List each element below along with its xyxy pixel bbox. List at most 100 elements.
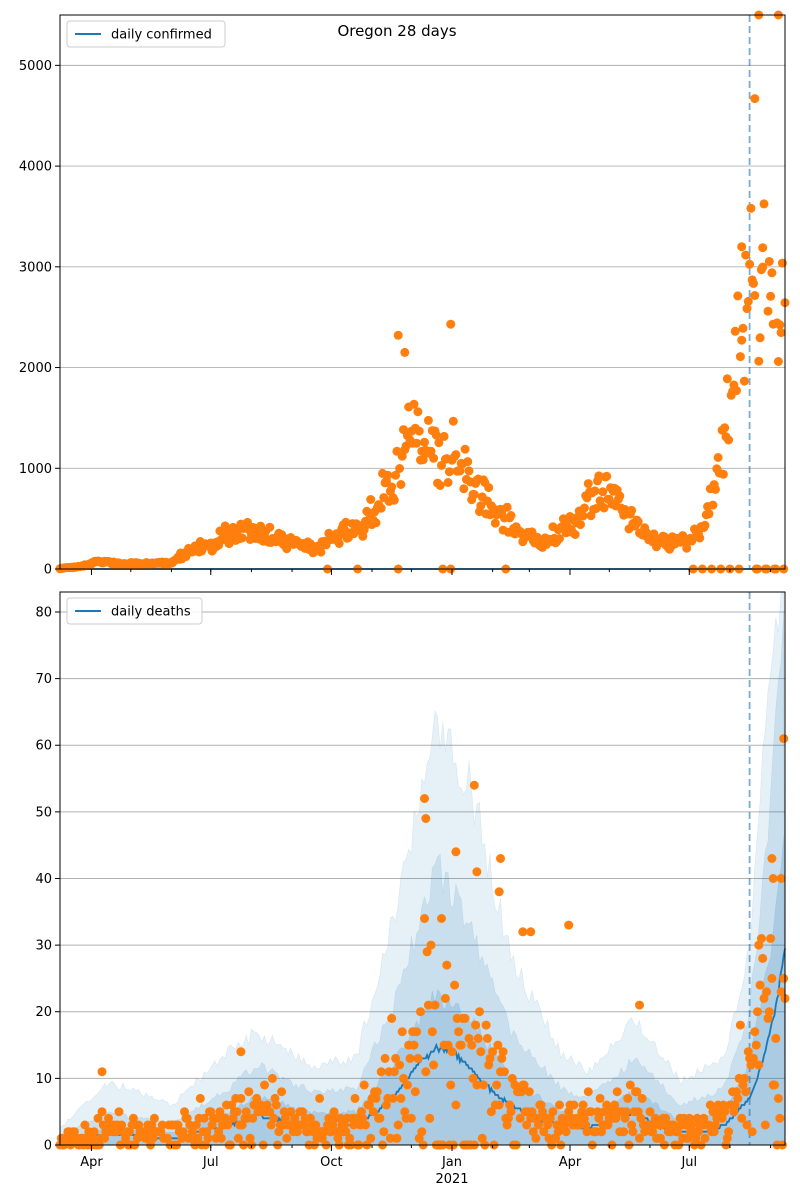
confirmed-observed-point [583, 479, 593, 489]
confirmed-observed-point [764, 257, 774, 266]
deaths-observed-point [770, 1080, 779, 1090]
deaths-observed-point [582, 1127, 592, 1137]
confirmed-observed-point [570, 530, 580, 539]
confirmed-observed-point [282, 544, 292, 554]
deaths-observed-point [423, 1000, 433, 1010]
deaths-observed-point [564, 920, 574, 930]
deaths-observed-point [519, 1080, 529, 1090]
deaths-observed-point [195, 1093, 205, 1103]
deaths-observed-point [602, 1100, 612, 1110]
confirmed-observed-point [590, 486, 600, 496]
confirmed-observed-point [737, 242, 747, 252]
deaths-observed-point [451, 1100, 461, 1110]
confirmed-observed-point [746, 203, 756, 213]
confirmed-observed-point [724, 435, 734, 445]
deaths-ytick-label: 20 [35, 1005, 52, 1020]
confirmed-observed-point [431, 430, 441, 440]
deaths-observed-point [476, 1047, 486, 1057]
confirmed-observed-point [738, 323, 748, 333]
deaths-observed-point [427, 1027, 437, 1037]
confirmed-legend-label: daily confirmed [111, 28, 212, 43]
deaths-observed-point [486, 1107, 496, 1117]
confirmed-observed-point [412, 438, 422, 448]
confirmed-observed-point [265, 522, 275, 532]
deaths-observed-point [518, 927, 528, 937]
deaths-observed-point [236, 1047, 246, 1057]
deaths-observed-point [467, 1040, 477, 1050]
deaths-observed-point [661, 1113, 671, 1123]
deaths-observed-point [548, 1107, 558, 1117]
confirmed-observed-point [409, 399, 419, 409]
confirmed-observed-point [429, 453, 439, 463]
confirmed-observed-points [55, 10, 790, 574]
deaths-observed-point [581, 1120, 591, 1130]
confirmed-observed-point [469, 490, 479, 499]
deaths-observed-point [450, 980, 460, 990]
confirmed-observed-point [446, 319, 456, 329]
confirmed-observed-point [758, 243, 768, 253]
deaths-observed-point [442, 960, 452, 970]
deaths-observed-point [193, 1133, 203, 1143]
deaths-observed-point [271, 1100, 281, 1110]
confirmed-observed-point [767, 268, 777, 278]
confirmed-observed-point [742, 304, 752, 314]
deaths-observed-point [732, 1087, 741, 1097]
deaths-observed-point [709, 1127, 719, 1137]
deaths-observed-point [366, 1133, 376, 1143]
deaths-observed-point [454, 1027, 464, 1037]
deaths-observed-point [729, 1107, 739, 1117]
deaths-observed-point [245, 1133, 255, 1143]
deaths-observed-point [178, 1127, 188, 1137]
deaths-observed-point [595, 1093, 605, 1103]
deaths-observed-point [583, 1087, 593, 1097]
confirmed-legend: daily confirmed [66, 20, 226, 48]
deaths-observed-point [277, 1087, 287, 1097]
deaths-observed-point [625, 1080, 635, 1090]
confirmed-observed-point [578, 511, 588, 521]
confirmed-observed-point [711, 484, 720, 494]
deaths-observed-point [733, 1093, 743, 1103]
confirmed-observed-point [506, 511, 516, 520]
confirmed-observed-point [763, 306, 773, 316]
confirmed-observed-point [420, 437, 429, 447]
confirmed-observed-point [490, 518, 500, 528]
deaths-observed-point [380, 1053, 390, 1063]
deaths-legend-label: daily deaths [111, 605, 191, 620]
deaths-observed-point [351, 1113, 361, 1123]
deaths-observed-point [753, 1007, 762, 1017]
deaths-observed-point [531, 1133, 541, 1143]
confirmed-observed-point [371, 518, 381, 528]
deaths-observed-point [762, 987, 772, 997]
confirmed-observed-point [615, 491, 625, 501]
deaths-observed-point [260, 1080, 269, 1090]
deaths-observed-point [256, 1100, 266, 1110]
deaths-observed-point [648, 1127, 658, 1137]
deaths-observed-point [561, 1127, 571, 1137]
deaths-observed-point [413, 1053, 423, 1063]
deaths-observed-point [471, 1020, 481, 1030]
deaths-observed-point [396, 1093, 406, 1103]
confirmed-observed-point [750, 291, 760, 300]
deaths-observed-point [406, 1113, 416, 1123]
deaths-observed-point [420, 794, 429, 803]
deaths-observed-point [456, 1040, 466, 1050]
deaths-observed-point [711, 1120, 720, 1130]
confirmed-observed-point [687, 536, 697, 546]
confirmed-observed-point [750, 94, 760, 104]
confirmed-observed-point [434, 438, 444, 448]
deaths-observed-point [421, 1067, 431, 1077]
deaths-xtick-label: Jan [441, 1155, 462, 1170]
deaths-observed-point [632, 1087, 642, 1097]
deaths-observed-point [612, 1087, 622, 1097]
deaths-observed-point [468, 1073, 478, 1083]
confirmed-observed-point [722, 374, 732, 384]
deaths-observed-point [515, 1113, 525, 1123]
deaths-observed-point [627, 1120, 637, 1130]
confirmed-observed-point [735, 352, 745, 362]
deaths-observed-point [417, 1127, 427, 1137]
deaths-observed-point [534, 1120, 543, 1130]
confirmed-observed-point [602, 471, 612, 481]
confirmed-observed-point [396, 480, 406, 489]
deaths-observed-point [292, 1127, 302, 1137]
deaths-observed-point [496, 854, 505, 863]
